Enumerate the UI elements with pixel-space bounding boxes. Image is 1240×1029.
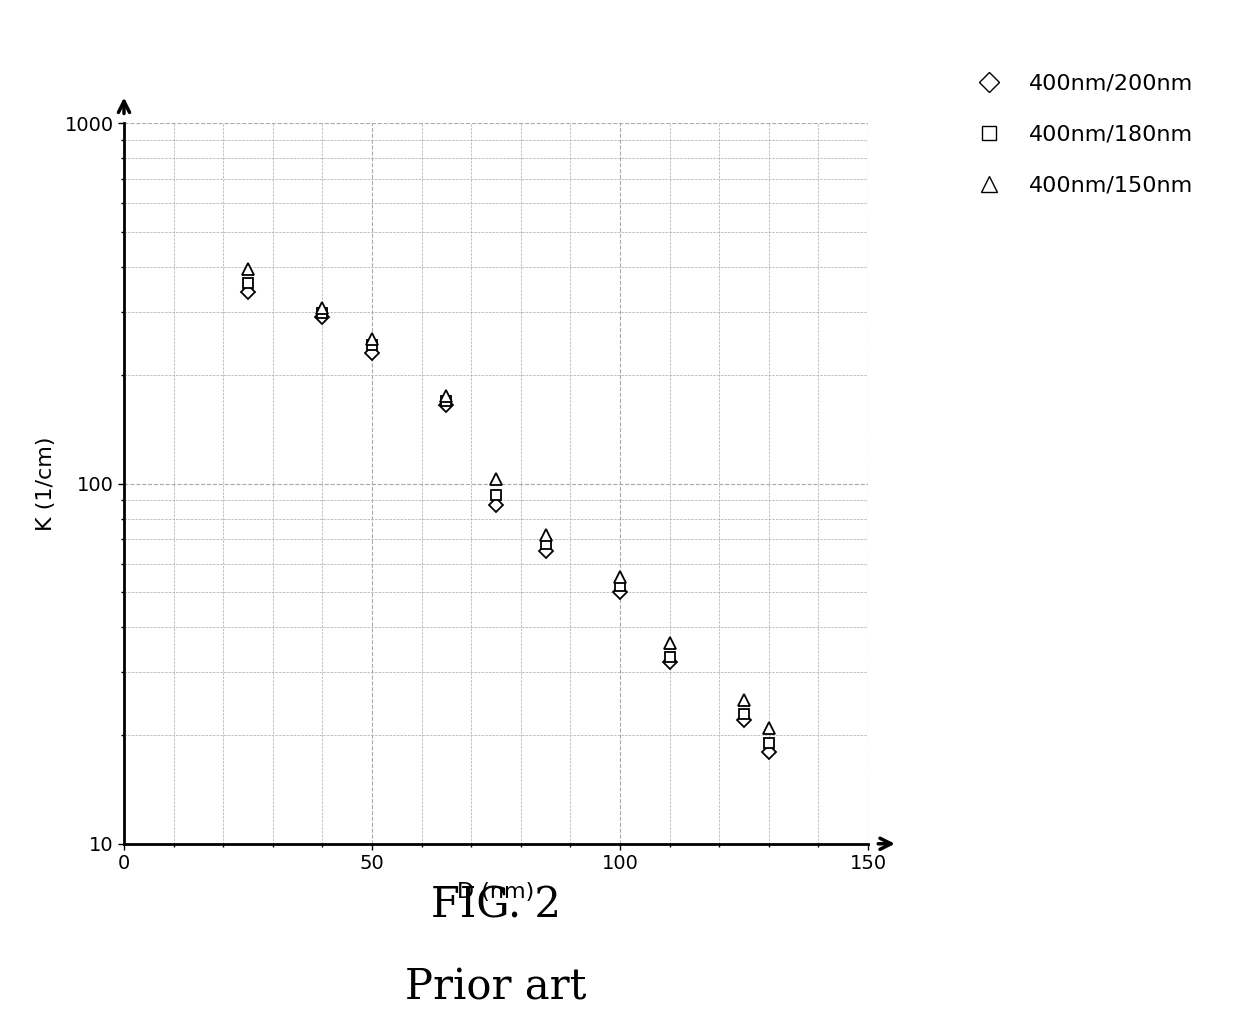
X-axis label: D (nm): D (nm) bbox=[458, 882, 534, 901]
Y-axis label: K (1/cm): K (1/cm) bbox=[36, 436, 56, 531]
Text: Prior art: Prior art bbox=[405, 966, 587, 1008]
Legend: 400nm/200nm, 400nm/180nm, 400nm/150nm: 400nm/200nm, 400nm/180nm, 400nm/150nm bbox=[955, 63, 1204, 207]
Text: FIG. 2: FIG. 2 bbox=[432, 884, 560, 926]
